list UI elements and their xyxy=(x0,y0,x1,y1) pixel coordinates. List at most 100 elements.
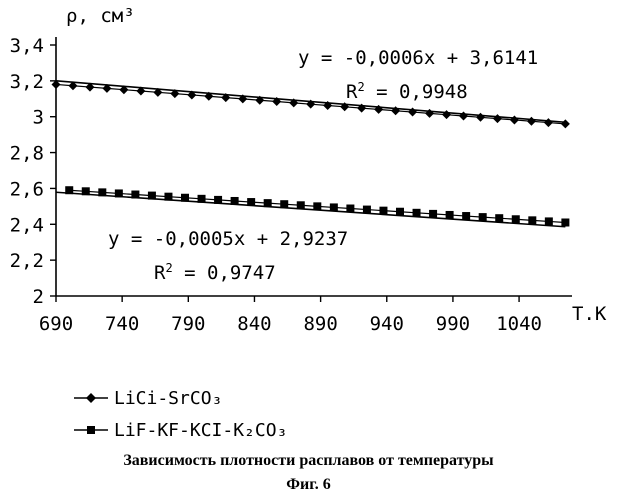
svg-text:R2 = 0,9747: R2 = 0,9747 xyxy=(154,261,276,284)
data-point xyxy=(153,87,163,97)
data-point xyxy=(306,99,316,109)
series-1 xyxy=(51,79,570,129)
data-point xyxy=(204,91,214,101)
data-point xyxy=(445,210,454,219)
y-tick-label: 2,6 xyxy=(10,178,44,200)
x-tick-label: 890 xyxy=(303,313,337,335)
chart-ticks: 2 2,2 2,4 2,6 2,8 3 3,2 3,4 690 740 790 840 890 940 99… xyxy=(10,35,542,335)
data-point xyxy=(51,79,61,89)
data-point xyxy=(119,85,129,95)
data-point xyxy=(170,89,180,99)
data-point xyxy=(412,208,421,217)
series-2 xyxy=(55,186,570,228)
x-tick-label: 690 xyxy=(39,313,73,335)
y-tick-label: 3 xyxy=(33,107,44,129)
density-chart: 2 2,2 2,4 2,6 2,8 3 3,2 3,4 690 740 790 840 890 940 99… xyxy=(10,5,607,441)
x-tick-label: 990 xyxy=(436,313,470,335)
data-point xyxy=(65,186,74,195)
y-tick-label: 2 xyxy=(33,286,44,308)
data-point xyxy=(131,190,140,199)
data-point xyxy=(379,206,388,215)
data-point xyxy=(561,218,570,227)
data-point xyxy=(408,107,418,117)
x-tick-label: 740 xyxy=(105,313,139,335)
figure-caption-title: Зависимость плотности расплавов от темпе… xyxy=(123,452,494,469)
data-point xyxy=(543,118,553,128)
data-point xyxy=(362,205,371,214)
y-tick-label: 2,2 xyxy=(10,250,44,272)
data-point xyxy=(164,192,173,201)
data-point xyxy=(462,212,471,221)
data-point xyxy=(425,108,435,118)
data-point xyxy=(238,94,248,104)
data-point xyxy=(98,188,107,197)
data-point xyxy=(346,204,355,213)
data-point xyxy=(85,82,95,92)
r2-series-2: R2 = 0,9747 xyxy=(154,261,276,284)
data-point xyxy=(296,201,305,210)
data-point xyxy=(323,100,333,110)
data-point xyxy=(475,112,485,122)
data-point xyxy=(221,93,231,103)
data-point xyxy=(272,97,282,107)
legend-item-2: LiF-KF-KCI-K₂CO₃ xyxy=(74,420,287,441)
data-point xyxy=(374,104,384,114)
equation-series-1: y = -0,0006x + 3,6141 xyxy=(298,47,538,69)
y-tick-label: 2,4 xyxy=(10,214,44,236)
data-point xyxy=(429,209,438,218)
data-point xyxy=(492,114,502,124)
square-marker-icon xyxy=(87,426,95,434)
data-point xyxy=(560,119,570,129)
data-point xyxy=(442,110,452,120)
legend-label: LiCi-SrCO₃ xyxy=(114,388,222,409)
legend-label: LiF-KF-KCI-K₂CO₃ xyxy=(114,420,287,441)
chart-axes xyxy=(55,37,572,297)
y-tick-label: 3,4 xyxy=(10,35,44,57)
data-point xyxy=(102,83,112,93)
chart-series xyxy=(51,79,570,228)
data-point xyxy=(230,196,239,205)
svg-text:R2 = 0,9948: R2 = 0,9948 xyxy=(346,80,468,103)
data-point xyxy=(197,194,206,203)
data-point xyxy=(247,198,256,207)
x-tick-label: 790 xyxy=(171,313,205,335)
data-point xyxy=(396,207,404,216)
figure-caption-number: Фиг. 6 xyxy=(286,476,331,493)
x-tick-label: 940 xyxy=(370,313,404,335)
x-axis-label: Т.К xyxy=(572,303,607,325)
y-axis-label: ρ, см³ xyxy=(66,5,135,27)
data-point xyxy=(147,191,156,200)
y-tick-label: 3,2 xyxy=(10,71,44,93)
data-point xyxy=(495,214,504,223)
data-point xyxy=(114,189,123,198)
data-point xyxy=(544,217,553,226)
data-point xyxy=(511,215,520,224)
data-point xyxy=(81,187,90,196)
data-point xyxy=(459,111,469,121)
data-point xyxy=(526,116,536,126)
data-point xyxy=(289,98,299,108)
data-point xyxy=(214,195,223,204)
data-point xyxy=(391,106,401,116)
r2-series-1: R2 = 0,9948 xyxy=(346,80,468,103)
data-point xyxy=(136,86,146,96)
data-point xyxy=(340,102,350,112)
legend: LiCi-SrCO₃ LiF-KF-KCI-K₂CO₃ xyxy=(74,388,287,441)
x-tick-label: 1040 xyxy=(496,313,542,335)
data-point xyxy=(263,199,272,208)
data-point xyxy=(255,95,265,105)
data-point xyxy=(181,193,189,202)
data-point xyxy=(528,216,537,225)
x-tick-label: 840 xyxy=(237,313,271,335)
data-point xyxy=(357,103,367,113)
diamond-marker-icon xyxy=(86,393,96,403)
data-point xyxy=(329,203,338,212)
data-point xyxy=(187,90,197,100)
data-point xyxy=(509,115,519,125)
data-point xyxy=(68,81,78,91)
legend-item-1: LiCi-SrCO₃ xyxy=(74,388,222,409)
equation-series-2: y = -0,0005x + 2,9237 xyxy=(108,228,348,250)
data-point xyxy=(478,213,487,222)
y-tick-label: 2,8 xyxy=(10,143,44,165)
data-point xyxy=(313,202,322,211)
